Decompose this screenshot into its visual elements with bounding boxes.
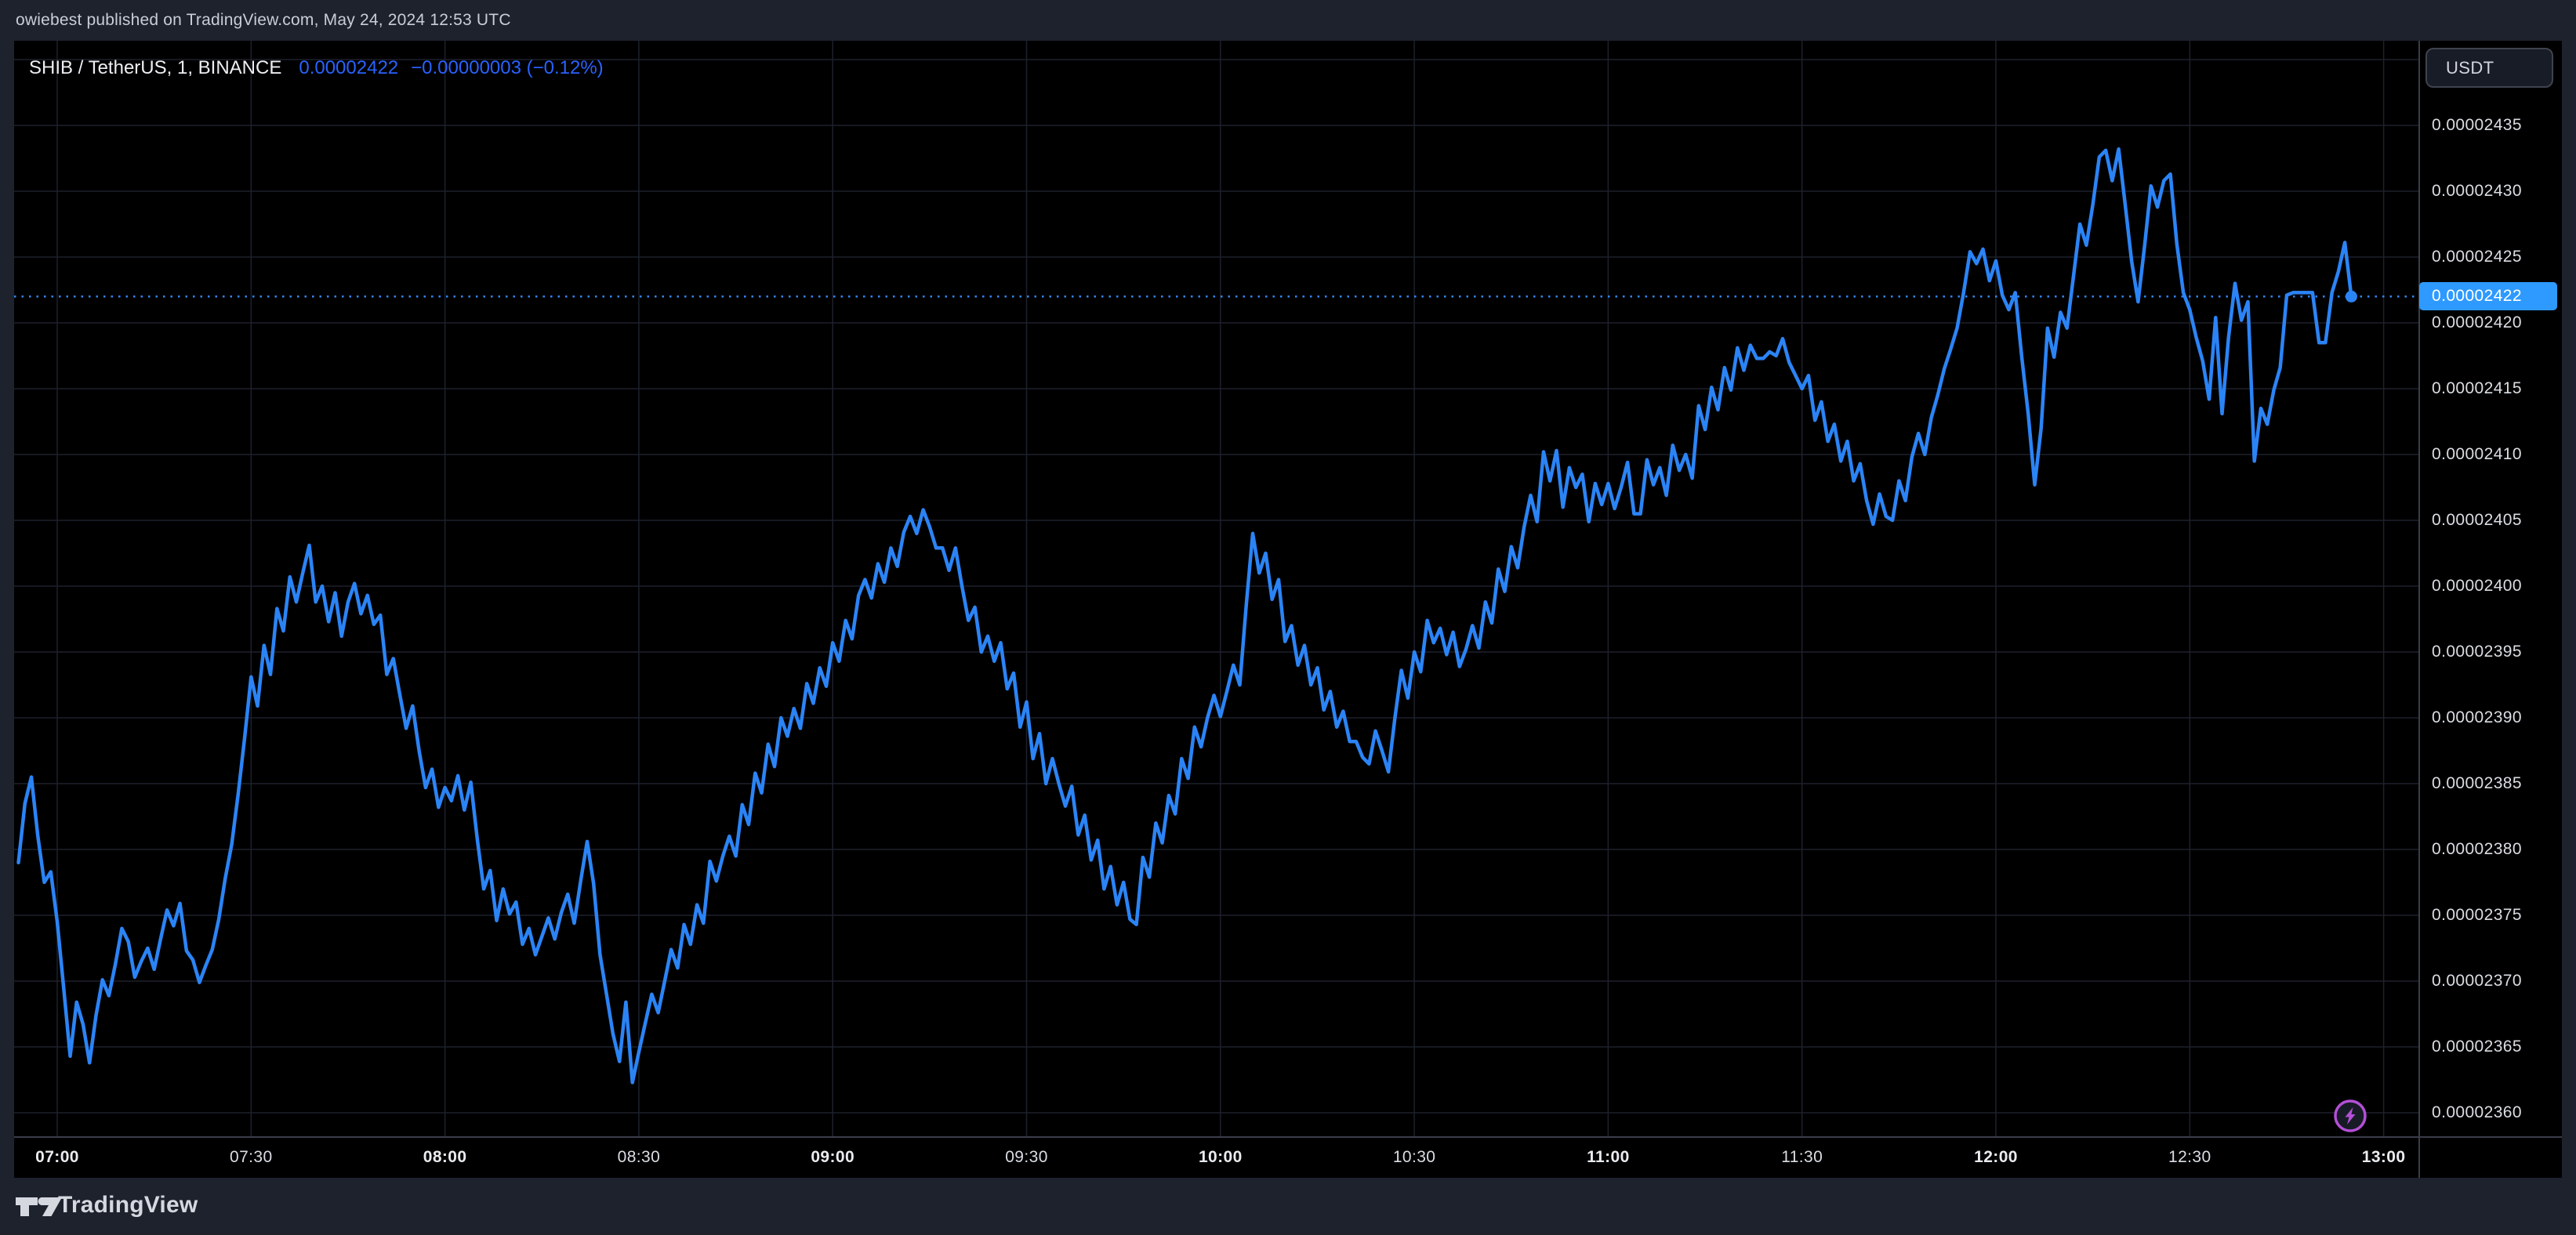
time-tick-label: 09:00 xyxy=(811,1148,855,1166)
price-tick-label: 0.00002435 xyxy=(2432,116,2522,134)
symbol-title: SHIB / TetherUS, 1, BINANCE xyxy=(29,57,282,78)
tradingview-logo-icon xyxy=(16,1197,62,1216)
time-tick-label: 12:30 xyxy=(2168,1148,2211,1166)
price-tick-label: 0.00002385 xyxy=(2432,774,2522,792)
time-tick-label: 07:00 xyxy=(35,1148,79,1166)
price-tick-label: 0.00002415 xyxy=(2432,379,2522,397)
instant-trading-button[interactable] xyxy=(2333,1099,2367,1133)
attribution-text: owiebest published on TradingView.com, M… xyxy=(16,11,511,29)
time-tick-label: 11:30 xyxy=(1781,1148,1823,1166)
time-tick-label: 08:30 xyxy=(617,1148,661,1166)
brand-name: TradingView xyxy=(58,1192,198,1218)
price-tick-label: 0.00002365 xyxy=(2432,1038,2522,1056)
currency-toggle-button[interactable]: USDT xyxy=(2425,48,2553,88)
last-price-label: 0.00002422 xyxy=(2419,282,2557,311)
time-tick-label: 12:00 xyxy=(1974,1148,2018,1166)
time-tick-label: 09:30 xyxy=(1005,1148,1048,1166)
time-tick-label: 13:00 xyxy=(2361,1148,2406,1166)
price-tick-label: 0.00002405 xyxy=(2432,511,2522,529)
time-tick-label: 11:00 xyxy=(1587,1148,1630,1166)
time-tick-label: 08:00 xyxy=(423,1148,467,1166)
price-change-value: −0.00000003 (−0.12%) xyxy=(411,57,604,78)
price-tick-label: 0.00002360 xyxy=(2432,1103,2522,1121)
price-scale[interactable]: USDT 0.00002435 0.00002430 0.00002425 0.000… xyxy=(2419,41,2562,1178)
price-tick-label: 0.00002420 xyxy=(2432,313,2522,331)
attribution-bar: owiebest published on TradingView.com, M… xyxy=(0,0,2576,41)
price-tick-label: 0.00002370 xyxy=(2432,972,2522,990)
price-line-series xyxy=(16,147,2353,1085)
price-tick-label: 0.00002410 xyxy=(2432,445,2522,463)
last-price-value: 0.00002422 xyxy=(299,57,399,78)
price-tick-label: 0.00002395 xyxy=(2432,643,2522,661)
price-tick-label: 0.00002430 xyxy=(2432,182,2522,200)
price-tick-label: 0.00002400 xyxy=(2432,577,2522,595)
time-scale[interactable]: 07:00 07:30 08:00 08:30 09:00 09:30 10:00 10:30… xyxy=(14,1137,2562,1178)
last-price-dot xyxy=(2345,290,2357,302)
time-tick-label: 10:00 xyxy=(1198,1148,1243,1166)
lightning-bolt-icon xyxy=(2334,1099,2367,1132)
price-tick-label: 0.00002380 xyxy=(2432,840,2522,858)
chart-surface[interactable] xyxy=(14,41,2562,1178)
price-tick-label: 0.00002425 xyxy=(2432,248,2522,266)
price-tick-label: 0.00002390 xyxy=(2432,708,2522,726)
brand-bar: TradingView xyxy=(0,1178,2576,1235)
time-tick-label: 10:30 xyxy=(1392,1148,1436,1166)
price-tick-label: 0.00002375 xyxy=(2432,906,2522,924)
currency-toggle-label: USDT xyxy=(2446,57,2494,78)
time-tick-label: 07:30 xyxy=(230,1148,273,1166)
symbol-legend[interactable]: SHIB / TetherUS, 1, BINANCE 0.00002422 −… xyxy=(29,56,604,80)
